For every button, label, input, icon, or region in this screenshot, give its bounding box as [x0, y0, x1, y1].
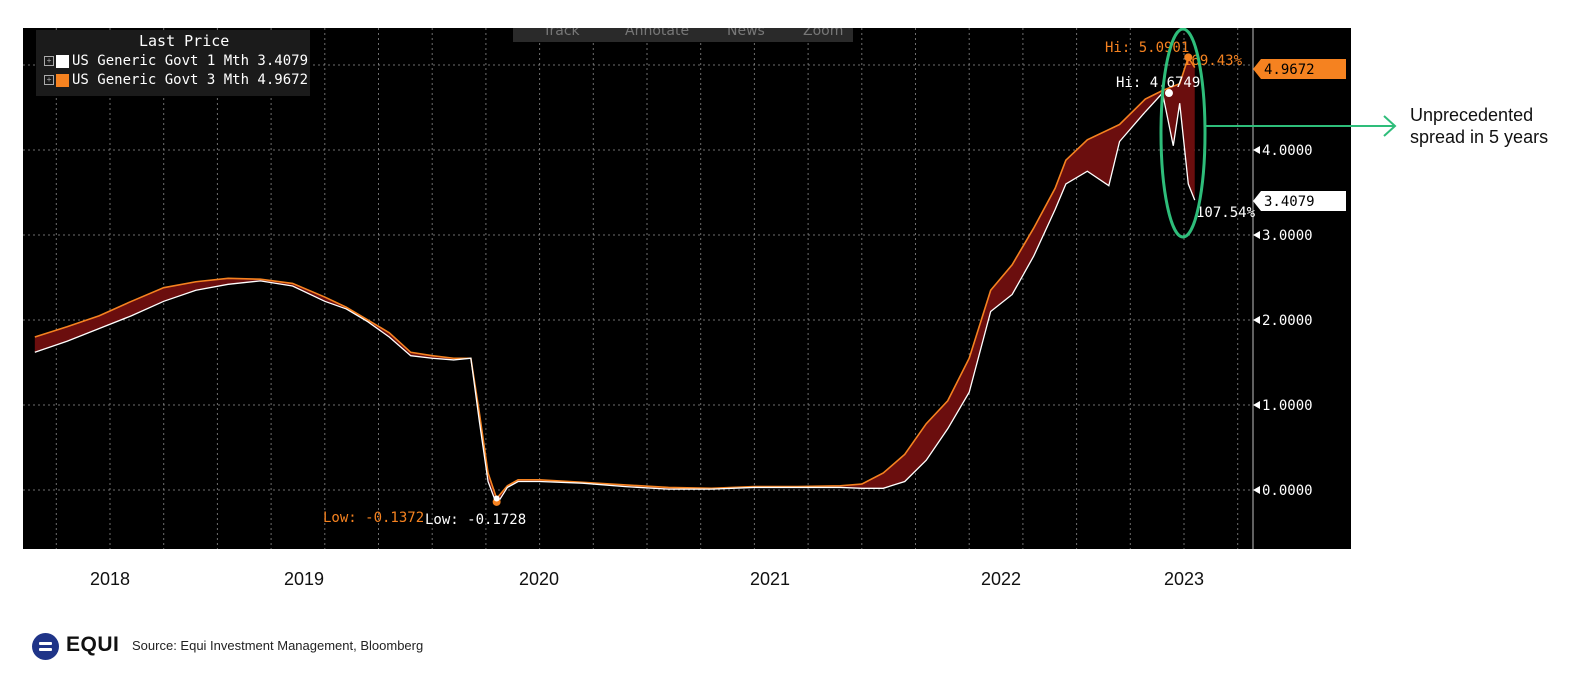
series-line-3m: [34, 55, 1196, 501]
brand-name: EQUI: [66, 633, 120, 656]
last-value-flag-1m-label: 3.4079: [1264, 194, 1315, 210]
last-value-flag-1m-bg: [1253, 191, 1346, 211]
series-line-1m: [34, 91, 1196, 506]
toolbar-annotate[interactable]: Annotate: [625, 28, 690, 39]
chart-legend: Last Price + US Generic Govt 1 Mth 3.4079…: [36, 30, 310, 96]
legend-swatch-1m: [56, 54, 69, 68]
y-tick-marker: [1253, 316, 1260, 324]
chart-toolbar: Track Annotate News Zoom: [513, 28, 853, 42]
plot-area: 0.0000 1.0000 2.0000 3.0000 4.0000 4.9672 3.40…: [23, 28, 1346, 549]
equi-logo-icon: [32, 633, 59, 660]
legend-label-3m: US Generic Govt 3 Mth 4.9672: [72, 72, 309, 88]
y-tick-label: 3.0000: [1262, 228, 1313, 244]
x-tick-label: 2019: [283, 569, 325, 589]
chart-panel: 0.0000 1.0000 2.0000 3.0000 4.0000 4.9672 3.40…: [23, 28, 1351, 549]
callout-label: Unprecedented spread in 5 years: [1410, 105, 1549, 147]
y-tick-label: 1.0000: [1262, 398, 1313, 414]
high-marker-3m: [1184, 53, 1193, 62]
y-tick-label: 0.0000: [1262, 483, 1313, 499]
legend-item-1m[interactable]: + US Generic Govt 1 Mth 3.4079: [44, 52, 308, 70]
toolbar-zoom[interactable]: Zoom: [803, 28, 844, 39]
toolbar-news[interactable]: News: [727, 28, 765, 39]
x-tick-label: 2021: [749, 569, 791, 589]
legend-label-1m: US Generic Govt 1 Mth 3.4079: [72, 53, 309, 69]
last-value-flag-3m: 4.9672: [1253, 59, 1346, 79]
high-marker-1m: [1164, 89, 1173, 98]
source-note: Source: Equi Investment Management, Bloo…: [132, 638, 424, 653]
legend-title: Last Price: [139, 32, 230, 50]
y-tick-marker: [1253, 146, 1260, 154]
low-marker-1m: [493, 495, 500, 502]
x-tick-label: 2020: [518, 569, 560, 589]
x-tick-label: 2023: [1163, 569, 1205, 589]
marker-layer: [492, 53, 1193, 506]
callout-arrow: [1204, 115, 1397, 137]
annotation-label: Low: -0.1728: [425, 512, 526, 528]
last-value-flag-3m-label: 4.9672: [1264, 62, 1315, 78]
y-axis-layer: 0.0000 1.0000 2.0000 3.0000 4.0000 4.9672 3.40…: [1252, 28, 1346, 549]
annotation-layer: Hi: 5.0901 Hi: 4.6749 Low: -0.1372 Low: -0.…: [323, 28, 1256, 528]
expand-icon[interactable]: +: [44, 75, 54, 85]
annotation-label: 169.43%: [1183, 53, 1243, 69]
y-tick-label: 2.0000: [1262, 313, 1313, 329]
x-tick-label: 2022: [980, 569, 1022, 589]
y-tick-marker: [1253, 231, 1260, 239]
annotation-label: Hi: 5.0901: [1105, 40, 1189, 56]
legend-item-3m[interactable]: + US Generic Govt 3 Mth 4.9672: [44, 71, 308, 89]
y-tick-marker: [1253, 401, 1260, 409]
expand-icon[interactable]: +: [44, 56, 54, 66]
last-value-flag-3m-bg: [1253, 59, 1346, 79]
spread-fill-layer: [34, 57, 1195, 505]
spread-area: [34, 57, 1195, 505]
y-tick-label: 4.0000: [1262, 143, 1313, 159]
toolbar-track[interactable]: Track: [543, 28, 580, 39]
y-tick-marker: [1253, 486, 1260, 494]
highlight-ellipse: [1159, 28, 1207, 239]
x-tick-label: 2018: [89, 569, 131, 589]
last-value-flag-1m: 3.4079: [1253, 191, 1346, 211]
series-layer: [34, 55, 1196, 506]
annotation-label: Low: -0.1372: [323, 510, 424, 526]
annotation-label: 107.54%: [1196, 205, 1256, 221]
annotation-label: Hi: 4.6749: [1116, 75, 1200, 91]
callout-text: Unprecedented spread in 5 years: [1410, 104, 1570, 148]
legend-swatch-3m: [56, 73, 69, 87]
